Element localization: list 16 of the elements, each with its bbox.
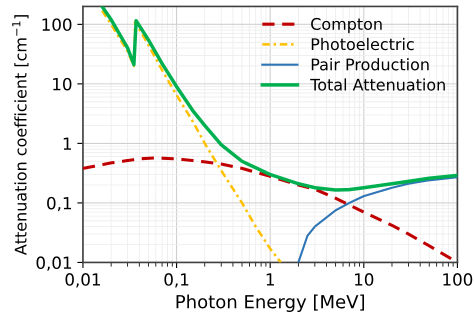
y-tick-label: 100 bbox=[42, 18, 72, 31]
x-tick-label: 1 bbox=[266, 273, 274, 286]
x-tick-label: 10 bbox=[355, 273, 374, 286]
legend-label: Photoelectric bbox=[312, 38, 414, 50]
legend-label: Compton bbox=[311, 18, 382, 34]
y-tick-label: 10 bbox=[53, 78, 72, 90]
y-tick-label: 0,1 bbox=[47, 196, 71, 212]
legend-label: Pair Production bbox=[312, 58, 429, 70]
x-axis-title: Photon Energy [MeV] bbox=[176, 294, 364, 312]
x-tick-label: 0,1 bbox=[164, 273, 188, 288]
y-tick-label: 0,01 bbox=[36, 256, 71, 271]
x-tick-label: 0,01 bbox=[65, 273, 100, 288]
y-axis-title: Attenuation coefficient [cm$^{−1}$] bbox=[12, 15, 29, 256]
legend-label: Total Attenuation bbox=[310, 78, 445, 91]
y-tick-label: 1 bbox=[64, 138, 71, 150]
x-tick-label: 100 bbox=[443, 273, 472, 286]
